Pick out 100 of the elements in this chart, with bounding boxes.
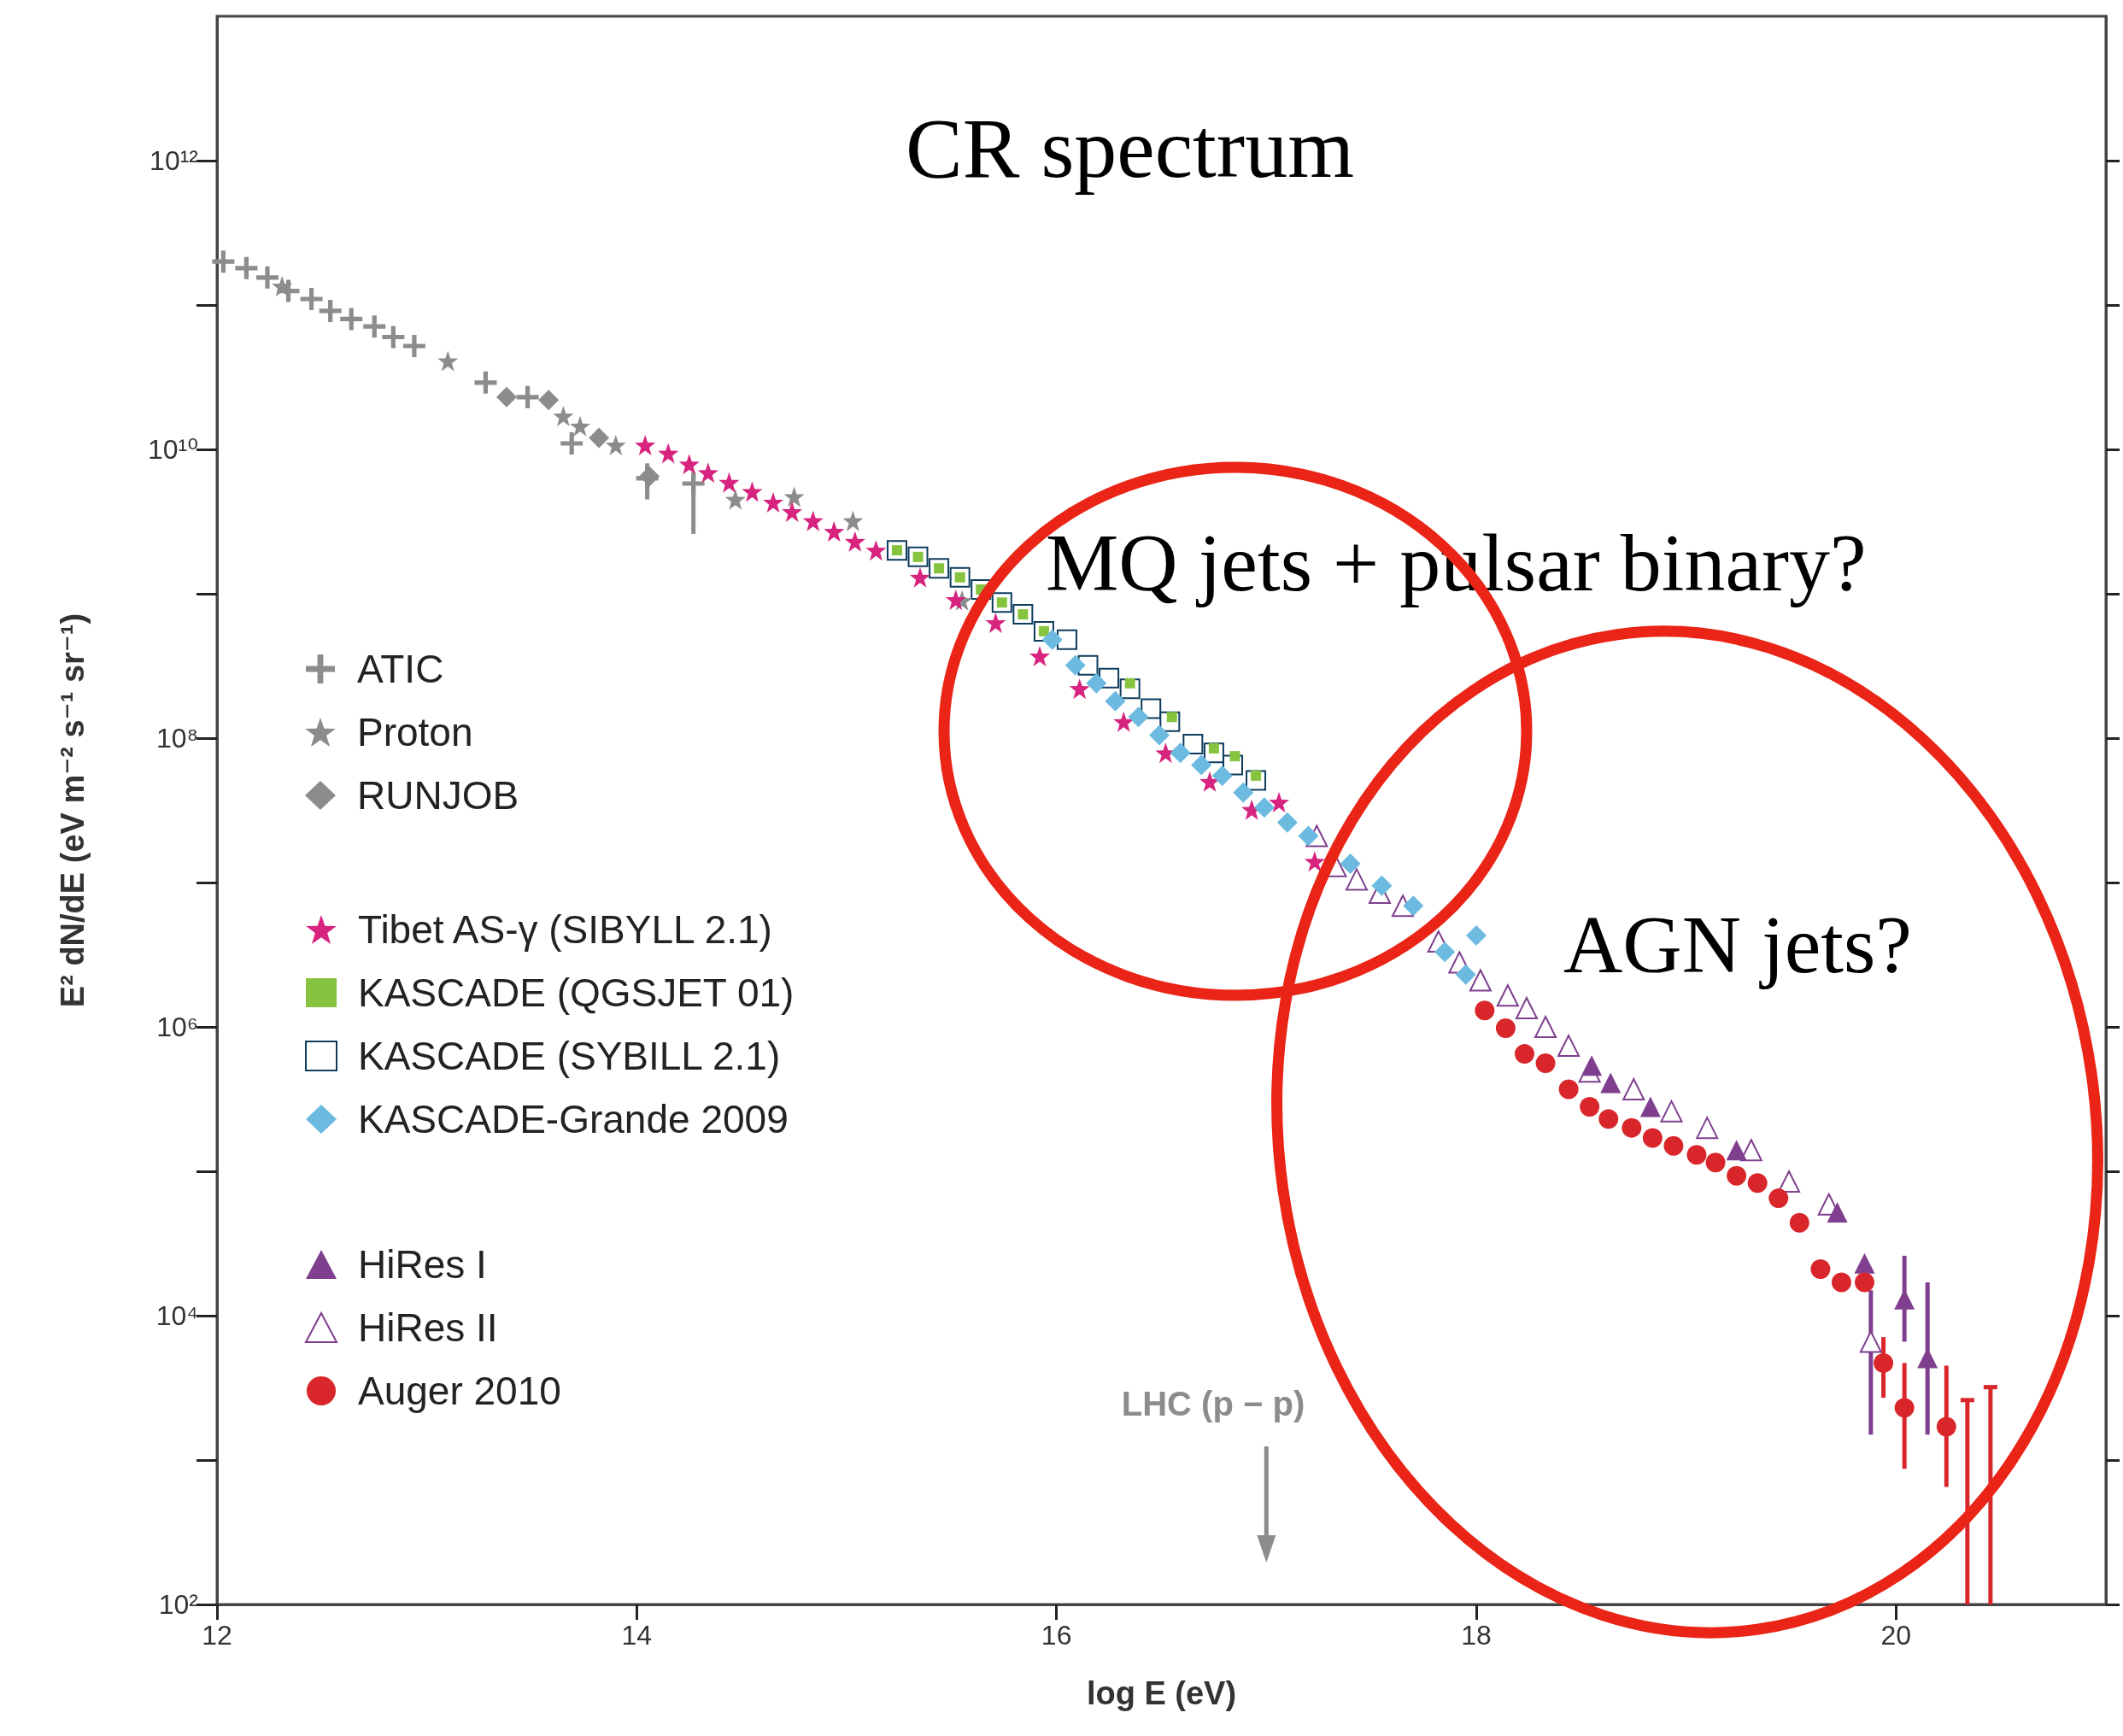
point	[1855, 1272, 1874, 1293]
point	[474, 371, 497, 394]
point	[1854, 1252, 1875, 1274]
legend-label: HiRes I	[358, 1242, 487, 1287]
point	[742, 481, 763, 502]
point	[1029, 645, 1051, 666]
point	[1064, 654, 1086, 676]
legend-label: Auger 2010	[358, 1369, 561, 1413]
point	[1149, 724, 1170, 746]
point	[1233, 782, 1254, 803]
point	[1304, 851, 1325, 872]
legend-label: Proton	[357, 710, 473, 754]
point	[802, 510, 824, 531]
point	[1598, 1109, 1619, 1129]
point	[1069, 678, 1090, 700]
point	[1298, 825, 1319, 847]
point	[1269, 791, 1290, 812]
point	[1827, 1202, 1848, 1223]
point	[718, 472, 740, 493]
x-tick-label: 14	[621, 1620, 653, 1651]
point	[1557, 1035, 1581, 1058]
point	[1789, 1212, 1809, 1233]
y-axis-title: E² dN/dE (eV m⁻² s⁻¹ sr⁻¹)	[55, 613, 91, 1008]
point	[697, 462, 718, 484]
y-tick-label: 10⁴	[155, 1300, 198, 1331]
point	[1874, 1352, 1894, 1373]
point	[945, 589, 966, 610]
point	[1128, 707, 1149, 728]
x-tick-label: 18	[1461, 1620, 1492, 1651]
y-tick-label: 10¹²	[150, 145, 199, 176]
legend-label: HiRes II	[358, 1305, 498, 1350]
x-tick-label: 12	[202, 1620, 232, 1651]
point	[1696, 1117, 1719, 1140]
point	[382, 326, 405, 349]
point	[783, 486, 805, 507]
point	[844, 531, 865, 552]
point	[300, 288, 323, 310]
point	[1686, 1145, 1707, 1165]
point	[1859, 1330, 1882, 1353]
point	[560, 432, 584, 455]
point	[1639, 1096, 1661, 1117]
point	[340, 308, 363, 331]
point	[1276, 812, 1298, 833]
legend-label: Tibet AS-γ (SIBYLL 2.1)	[358, 907, 772, 952]
point	[1113, 711, 1135, 732]
point	[605, 435, 626, 456]
point	[1345, 868, 1368, 891]
point	[1831, 1272, 1851, 1293]
point	[1469, 969, 1492, 992]
text: CR spectrum	[906, 100, 1354, 196]
point	[682, 472, 705, 495]
point	[1778, 1170, 1801, 1193]
point	[1515, 996, 1538, 1019]
point	[1642, 1128, 1663, 1148]
point	[763, 491, 784, 513]
point	[538, 390, 560, 411]
legend-label: KASCADE-Grande 2009	[358, 1097, 789, 1141]
point	[1727, 1165, 1747, 1186]
point	[1768, 1188, 1789, 1209]
point	[842, 510, 864, 531]
point	[1535, 1053, 1556, 1074]
x-tick-label: 20	[1880, 1620, 1912, 1651]
point	[1086, 672, 1107, 694]
point	[985, 612, 1006, 633]
point	[1580, 1096, 1600, 1117]
point	[1041, 629, 1063, 650]
point	[1936, 1416, 1956, 1437]
legend-label: KASCADE (SYBILL 2.1)	[358, 1034, 781, 1078]
y-tick-label: 10²	[158, 1589, 199, 1620]
point	[589, 427, 610, 449]
point	[1739, 1139, 1762, 1162]
point	[319, 299, 342, 322]
point	[1211, 765, 1233, 786]
point	[1403, 895, 1424, 917]
point	[1229, 751, 1240, 762]
point	[1600, 1072, 1622, 1094]
y-tick-label: 10⁸	[155, 723, 198, 754]
point	[570, 415, 590, 437]
point	[363, 315, 386, 338]
point	[1124, 677, 1135, 689]
point	[1663, 1135, 1684, 1156]
point	[235, 256, 258, 279]
point	[402, 335, 425, 357]
point	[1455, 964, 1476, 985]
x-tick-label: 16	[1041, 1620, 1072, 1651]
point	[1496, 984, 1519, 1007]
point	[1515, 1044, 1534, 1064]
point	[724, 489, 746, 510]
point	[437, 350, 459, 372]
point	[1199, 771, 1220, 792]
point	[909, 566, 930, 588]
legend-label: RUNJOB	[357, 773, 519, 818]
y-tick-label: 10¹⁰	[147, 434, 198, 465]
point	[1660, 1100, 1683, 1123]
point	[1726, 1140, 1747, 1161]
point	[1495, 1018, 1516, 1038]
point	[1105, 690, 1126, 712]
point	[1340, 853, 1361, 874]
point	[1056, 629, 1077, 650]
point	[824, 521, 845, 542]
